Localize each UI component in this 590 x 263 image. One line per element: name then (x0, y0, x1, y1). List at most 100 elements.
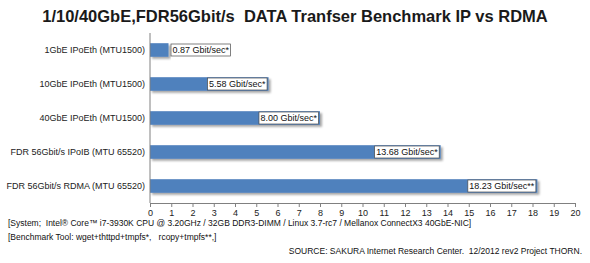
tick: 10 (358, 203, 368, 218)
tick-mark (235, 203, 236, 207)
tick-mark (150, 203, 151, 207)
tick: 11 (380, 203, 389, 218)
tick-mark (448, 203, 449, 207)
tick: 14 (443, 203, 453, 218)
tick-label: 5 (254, 208, 259, 218)
tick: 17 (507, 203, 517, 218)
tick: 8 (318, 203, 323, 218)
data-label: 13.68 Gbit/sec* (376, 147, 438, 157)
tick-label: 15 (464, 208, 474, 218)
tick: 9 (339, 203, 344, 218)
data-label-box (259, 112, 319, 124)
tick: 5 (254, 203, 259, 218)
tick-mark (214, 203, 215, 207)
category-label: FDR 56Gbit/s IPoIB (MTU 65520) (10, 147, 145, 157)
tick: 3 (212, 203, 217, 218)
y-axis: 1GbE IPoEth (MTU1500) 10GbE IPoEth (MTU15… (6, 33, 150, 203)
footnote: [System; Intel® Core™ i7-3930K CPU @ 3.2… (8, 218, 471, 228)
tick-mark (405, 203, 406, 207)
tick-label: 1 (169, 208, 174, 218)
category-label: 10GbE IPoEth (MTU1500) (39, 79, 145, 89)
bar (150, 43, 168, 57)
tick: 15 (464, 203, 474, 218)
bar (150, 179, 537, 193)
tick-mark (554, 203, 555, 207)
category-tick: FDR 56Gbit/s RDMA (MTU 65520) (6, 181, 150, 191)
source-note: SOURCE: SAKURA Internet Research Center.… (289, 246, 582, 256)
data-label-box (208, 78, 268, 90)
data-label-box (171, 44, 231, 56)
tick-mark (490, 203, 491, 207)
data-label: 8.00 Gbit/sec* (260, 113, 317, 123)
tick-mark (341, 203, 342, 207)
category-tick: FDR 56Gbit/s IPoIB (MTU 65520) (10, 147, 150, 157)
data-label: 18.23 Gbit/sec** (469, 181, 535, 191)
tick-mark (384, 203, 385, 207)
tick-label: 14 (443, 208, 453, 218)
tick: 16 (485, 203, 495, 218)
category-tick: 1GbE IPoEth (MTU1500) (44, 45, 150, 55)
category-tick: 10GbE IPoEth (MTU1500) (39, 79, 150, 89)
tick: 12 (400, 203, 410, 218)
data-label-box (375, 146, 440, 158)
tick-mark (171, 203, 172, 207)
tick-label: 13 (422, 208, 432, 218)
tick: 19 (549, 203, 559, 218)
tick-label: 7 (297, 208, 302, 218)
data-labels: 0.87 Gbit/sec* 5.58 Gbit/sec* 8.00 Gbit/se… (171, 44, 536, 192)
tick-mark (256, 203, 257, 207)
tick: 7 (297, 203, 302, 218)
tick: 4 (233, 203, 238, 218)
tick-label: 3 (212, 208, 217, 218)
tick: 1 (169, 203, 174, 218)
category-tick: 40GbE IPoEth (MTU1500) (39, 113, 150, 123)
tick-label: 10 (358, 208, 368, 218)
tick-label: 6 (275, 208, 280, 218)
y-axis-line (150, 33, 151, 203)
data-label-group: 13.68 Gbit/sec* (375, 146, 440, 158)
annotations: [System; Intel® Core™ i7-3930K CPU @ 3.2… (8, 218, 582, 256)
data-label-group: 18.23 Gbit/sec** (468, 180, 536, 192)
tick-mark (320, 203, 321, 207)
tick-label: 16 (485, 208, 495, 218)
tick-mark (575, 203, 576, 207)
data-label-group: 8.00 Gbit/sec* (259, 112, 319, 124)
tick-mark (193, 203, 194, 207)
data-label-group: 0.87 Gbit/sec* (171, 44, 231, 56)
data-label-group: 5.58 Gbit/sec* (208, 78, 268, 90)
data-label: 5.58 Gbit/sec* (209, 79, 266, 89)
tick-label: 4 (233, 208, 238, 218)
tick-label: 8 (318, 208, 323, 218)
tick-label: 11 (380, 208, 389, 218)
tick: 0 (148, 203, 153, 218)
tick-mark (363, 203, 364, 207)
tick-label: 18 (528, 208, 538, 218)
tick: 18 (528, 203, 538, 218)
tick-label: 17 (507, 208, 517, 218)
title: 1/10/40GbE,FDR56Gbit/s DATA Tranfser Ben… (42, 7, 548, 25)
tick-label: 2 (190, 208, 195, 218)
tick: 6 (275, 203, 280, 218)
tick-label: 12 (400, 208, 410, 218)
footnote: [Benchmark Tool: wget+thttpd+tmpfs*, rco… (8, 232, 216, 242)
bar (150, 111, 320, 125)
tick-mark (426, 203, 427, 207)
category-label: FDR 56Gbit/s RDMA (MTU 65520) (6, 181, 145, 191)
tick: 20 (570, 203, 580, 218)
tick-mark (511, 203, 512, 207)
tick: 13 (422, 203, 432, 218)
bar (150, 77, 269, 91)
tick: 2 (190, 203, 195, 218)
chart: 1/10/40GbE,FDR56Gbit/s DATA Tranfser Ben… (0, 0, 590, 263)
x-axis: 01234567891011121314151617181920 (148, 203, 581, 218)
data-label-box (468, 180, 536, 192)
bars (150, 43, 537, 193)
tick-label: 9 (339, 208, 344, 218)
category-label: 40GbE IPoEth (MTU1500) (39, 113, 145, 123)
tick-mark (278, 203, 279, 207)
tick-label: 20 (570, 208, 580, 218)
tick-label: 19 (549, 208, 559, 218)
tick-mark (533, 203, 534, 207)
tick-mark (299, 203, 300, 207)
tick-label: 0 (148, 208, 153, 218)
